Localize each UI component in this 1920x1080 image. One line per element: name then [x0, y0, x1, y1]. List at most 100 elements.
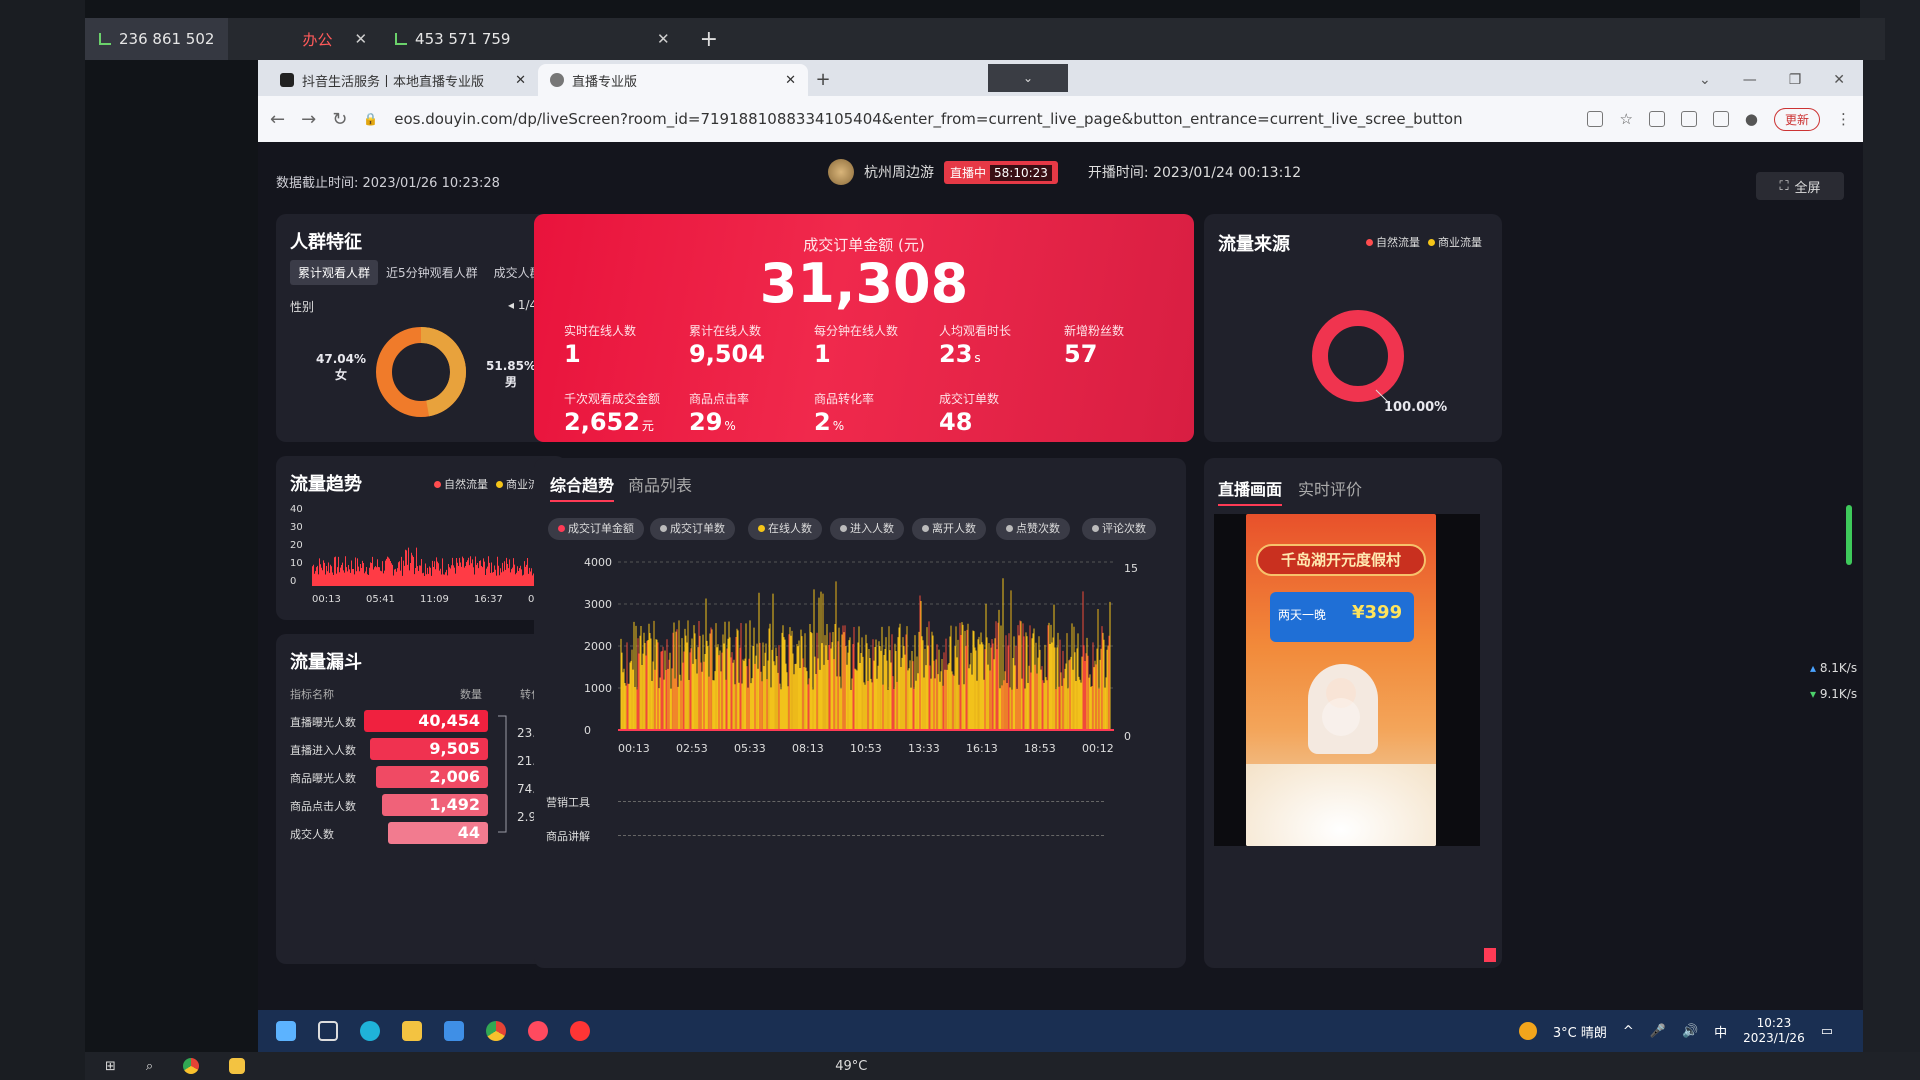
- browser-tab-douyin[interactable]: 抖音生活服务丨本地直播专业版 ✕: [268, 64, 538, 96]
- notification-icon[interactable]: ▭: [1820, 1023, 1833, 1039]
- metric-chip[interactable]: 点赞次数: [996, 518, 1070, 540]
- extensions-icon[interactable]: [1648, 111, 1665, 127]
- profile-icon[interactable]: ●: [1744, 110, 1758, 128]
- download-speed-value: 9.1K/s: [1819, 687, 1858, 701]
- store-icon[interactable]: [444, 1021, 464, 1041]
- search-icon[interactable]: ⌕: [145, 1058, 154, 1074]
- trend-y-tick: 40: [290, 504, 303, 515]
- chip-dot: [922, 525, 929, 532]
- edge-icon[interactable]: [360, 1021, 380, 1041]
- close-icon[interactable]: ✕: [354, 30, 368, 48]
- menu-icon[interactable]: ⋮: [1836, 110, 1851, 128]
- restore-icon[interactable]: ❐: [1788, 72, 1802, 88]
- kpi-label: 千次观看成交金额: [564, 392, 661, 406]
- metric-chip[interactable]: 评论次数: [1082, 518, 1156, 540]
- main-x-tick: 08:13: [792, 742, 824, 755]
- metric-chip[interactable]: 离开人数: [912, 518, 986, 540]
- browser-tab-live[interactable]: 直播专业版 ✕: [538, 64, 808, 96]
- star-icon[interactable]: ☆: [1619, 110, 1633, 128]
- signal-icon: [395, 33, 408, 45]
- chevron-down-icon[interactable]: ⌄: [988, 64, 1068, 92]
- main-y-tick: 3000: [584, 598, 612, 611]
- new-tab-button[interactable]: +: [815, 69, 831, 90]
- remote-tab-office[interactable]: 办公 ✕: [288, 18, 381, 60]
- tab-cumulative-viewers[interactable]: 累计观看人群: [290, 260, 379, 285]
- cpu-temp: 49°C: [835, 1058, 868, 1074]
- netease-music-icon[interactable]: [570, 1021, 590, 1041]
- legend-dot-red: [434, 481, 441, 488]
- flag-icon[interactable]: [1484, 948, 1496, 962]
- reload-icon[interactable]: ↻: [332, 108, 348, 130]
- remote-tab-1[interactable]: 236 861 502: [85, 18, 229, 60]
- metric-chip[interactable]: 在线人数: [748, 518, 822, 540]
- tab-live-comments[interactable]: 实时评价: [1298, 480, 1363, 499]
- gender-donut: [376, 327, 466, 417]
- close-icon[interactable]: ✕: [657, 30, 670, 48]
- funnel-bar: 2,006: [376, 766, 488, 788]
- side-scroll-indicator[interactable]: [1846, 505, 1852, 565]
- kpi-number: 2: [814, 408, 831, 436]
- update-button[interactable]: 更新: [1773, 107, 1820, 131]
- close-icon[interactable]: ✕: [785, 72, 796, 88]
- clock[interactable]: 10:23 2023/1/26: [1743, 1016, 1805, 1046]
- share-icon[interactable]: [1587, 111, 1604, 127]
- ime-indicator[interactable]: 中: [1714, 1025, 1728, 1041]
- app-red-icon[interactable]: [528, 1021, 548, 1041]
- kpi-value: 1: [814, 340, 833, 368]
- chevron-left-icon[interactable]: ◂: [508, 298, 515, 312]
- back-icon[interactable]: ←: [270, 108, 286, 130]
- chip-label: 在线人数: [768, 522, 812, 535]
- gender-label: 性别: [290, 300, 315, 314]
- address-bar-row: ← → ↻ 🔒 eos.douyin.com/dp/liveScreen?roo…: [258, 96, 1863, 142]
- chrome-icon[interactable]: [486, 1021, 506, 1041]
- chevron-down-icon[interactable]: ⌄: [1698, 72, 1711, 88]
- sidebar-icon[interactable]: [1712, 111, 1729, 127]
- fullscreen-icon: ⛶: [1779, 178, 1789, 194]
- metric-chip[interactable]: 成交订单金额: [548, 518, 644, 540]
- speaker-icon[interactable]: 🔊: [1681, 1023, 1699, 1039]
- lock-icon: 🔒: [363, 112, 379, 126]
- fullscreen-button[interactable]: ⛶ 全屏: [1756, 172, 1844, 200]
- minimize-icon[interactable]: —: [1742, 72, 1757, 88]
- tab-buyers[interactable]: 成交人群: [493, 266, 542, 280]
- close-icon[interactable]: ✕: [515, 72, 526, 88]
- tab-5min-viewers[interactable]: 近5分钟观看人群: [386, 266, 478, 280]
- mic-icon[interactable]: 🎤: [1649, 1023, 1666, 1039]
- kpi-value: 23 s: [939, 340, 981, 368]
- windows-start-icon[interactable]: ⊞: [105, 1058, 116, 1074]
- weather-text[interactable]: 3°C 晴朗: [1552, 1025, 1607, 1041]
- url-field[interactable]: eos.douyin.com/dp/liveScreen?room_id=719…: [394, 110, 1463, 128]
- tab-product-list[interactable]: 商品列表: [628, 476, 693, 495]
- tab-live-view[interactable]: 直播画面: [1218, 476, 1283, 506]
- chevron-up-icon[interactable]: ^: [1622, 1023, 1634, 1039]
- globe-icon: [550, 73, 564, 87]
- file-explorer-icon[interactable]: [402, 1021, 422, 1041]
- remote-tab-3[interactable]: 453 571 759 ✕: [381, 18, 684, 60]
- kpi-number: 29: [689, 408, 723, 436]
- funnel-bracket: [498, 715, 507, 833]
- monitor-bezel-left: [0, 0, 85, 1080]
- browser-tab-strip: 抖音生活服务丨本地直播专业版 ✕ 直播专业版 ✕ + ⌄ ⌄ — ❐ ✕: [258, 60, 1863, 96]
- play-icon[interactable]: [1322, 698, 1360, 736]
- tab-overall-trend[interactable]: 综合趋势: [550, 472, 615, 502]
- reading-list-icon[interactable]: [1680, 111, 1697, 127]
- live-stream-video[interactable]: 千岛湖开元度假村 两天一晚 ¥399: [1246, 514, 1436, 846]
- file-explorer-icon[interactable]: [229, 1058, 246, 1074]
- kpi-label: 人均观看时长: [939, 324, 1012, 338]
- windows-start-icon[interactable]: [276, 1021, 296, 1041]
- forward-icon[interactable]: →: [301, 108, 317, 130]
- start-time: 开播时间: 2023/01/24 00:13:12: [1087, 165, 1302, 181]
- metric-chip[interactable]: 成交订单数: [650, 518, 735, 540]
- main-x-tick: 18:53: [1024, 742, 1056, 755]
- chip-dot: [758, 525, 765, 532]
- chrome-icon[interactable]: [183, 1058, 200, 1074]
- remote-session-bar: 236 861 502 办公 ✕ 453 571 759 ✕ +: [85, 18, 1885, 60]
- main-x-tick: 00:13: [618, 742, 650, 755]
- add-tab-button[interactable]: +: [699, 26, 719, 52]
- funnel-row-label: 商品点击人数: [290, 800, 356, 813]
- close-icon[interactable]: ✕: [1833, 72, 1845, 88]
- traffic-trend-title: 流量趋势: [290, 474, 362, 495]
- task-view-icon[interactable]: [318, 1021, 338, 1041]
- metric-chip[interactable]: 进入人数: [830, 518, 904, 540]
- traffic-source-donut: [1312, 310, 1404, 405]
